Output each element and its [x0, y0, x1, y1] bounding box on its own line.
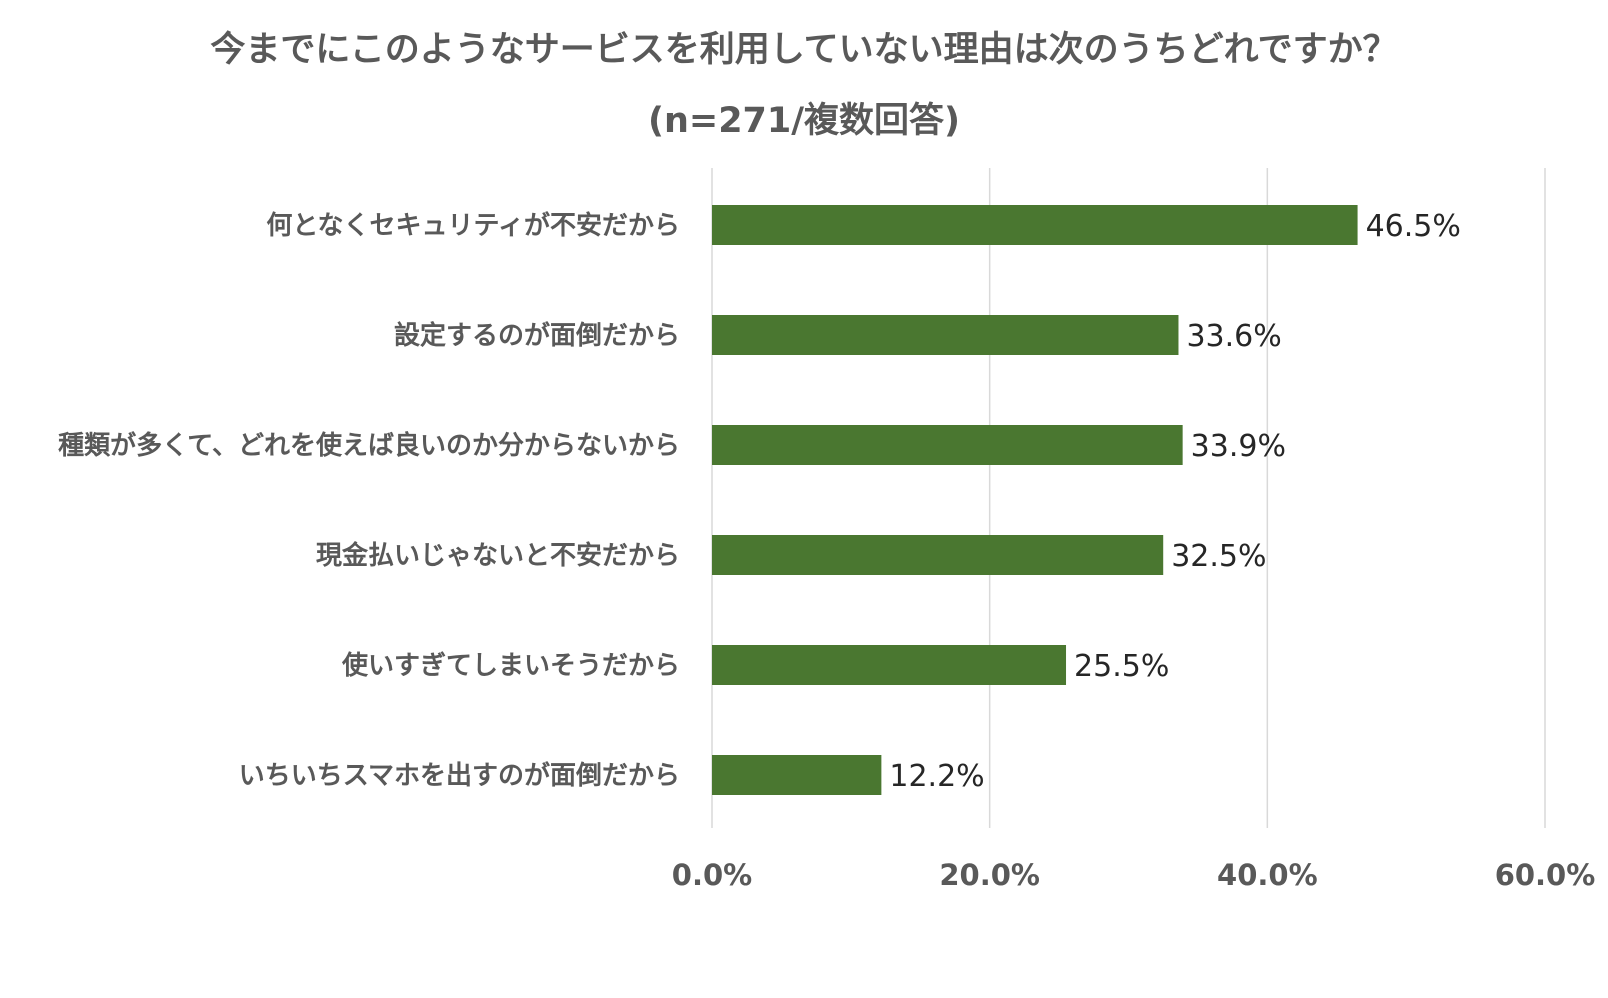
category-label: 種類が多くて、どれを使えば良いのか分からないから	[58, 430, 680, 461]
bar	[712, 535, 1164, 575]
x-tick-label: 0.0%	[672, 858, 752, 892]
x-tick-label: 40.0%	[1217, 858, 1318, 892]
bar	[712, 425, 1183, 465]
gridlines	[711, 168, 1546, 828]
category-label: いちいちスマホを出すのが面倒だから	[239, 760, 680, 791]
chart-title: 今までにこのようなサービスを利用していない理由は次のうちどれですか？	[210, 30, 1397, 70]
category-labels: 何となくセキュリティが不安だから設定するのが面倒だから種類が多くて、どれを使えば…	[58, 210, 680, 791]
data-label: 25.5%	[1074, 649, 1169, 684]
data-label: 32.5%	[1171, 539, 1266, 574]
chart-subtitle: (n=271/複数回答)	[648, 101, 960, 141]
data-label: 12.2%	[889, 759, 984, 794]
bars	[712, 205, 1358, 795]
x-tick-label: 20.0%	[939, 858, 1040, 892]
data-label: 46.5%	[1366, 209, 1461, 244]
bar	[712, 645, 1067, 685]
data-labels: 46.5% 33.6% 33.9% 32.5% 25.5% 12.2%	[889, 209, 1461, 794]
bar	[712, 315, 1179, 355]
data-label: 33.6%	[1186, 319, 1281, 354]
x-tick-label: 60.0%	[1495, 858, 1596, 892]
data-label: 33.9%	[1191, 429, 1286, 464]
bar	[712, 755, 882, 795]
x-axis-tick-labels: 0.0% 20.0% 40.0% 60.0%	[672, 858, 1596, 892]
category-label: 何となくセキュリティが不安だから	[266, 210, 680, 241]
category-label: 使いすぎてしまいそうだから	[341, 651, 680, 681]
bar	[712, 205, 1358, 245]
category-label: 現金払いじゃないと不安だから	[316, 540, 680, 571]
category-label: 設定するのが面倒だから	[394, 320, 680, 351]
